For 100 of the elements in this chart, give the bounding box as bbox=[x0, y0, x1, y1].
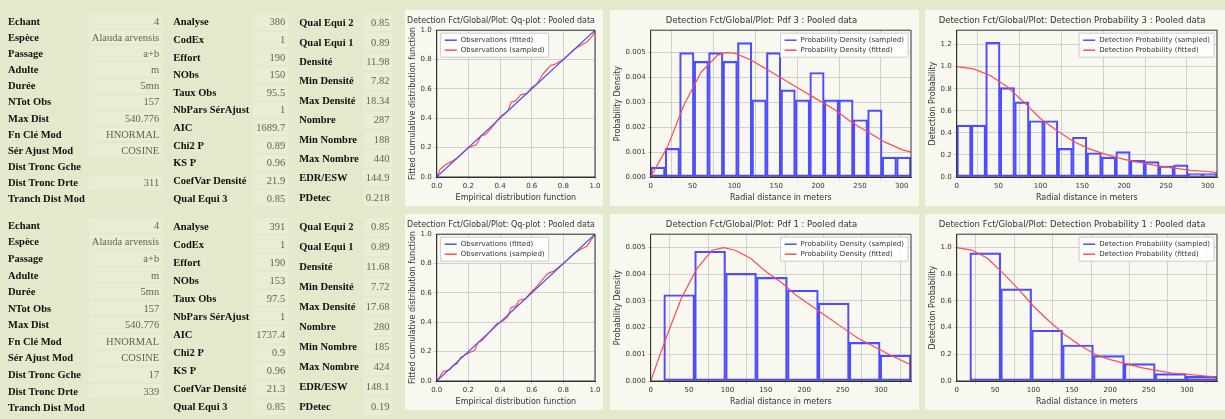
text: 17 bbox=[88, 367, 163, 382]
x-axis-title: Empirical distribution function bbox=[455, 193, 577, 203]
x-axis-title: Radial distance in meters bbox=[729, 397, 832, 407]
text: 4 bbox=[88, 218, 163, 233]
text: 144.9 bbox=[362, 169, 393, 187]
text: CodEx bbox=[172, 237, 206, 252]
text: 0.85 bbox=[253, 190, 289, 206]
text: Dist Tronc Drte bbox=[7, 176, 79, 190]
text: 1 bbox=[253, 236, 289, 253]
text: Adulte bbox=[7, 63, 40, 77]
text: Taux Obs bbox=[172, 85, 218, 100]
text: Passage bbox=[7, 46, 44, 61]
text: NTot Obs bbox=[7, 95, 53, 109]
text: Qual Equi 1 bbox=[298, 240, 355, 255]
text: Dist Tronc Gche bbox=[7, 160, 82, 174]
y-axis-title: Fitted cumulative distribution function bbox=[407, 231, 417, 385]
text: CoefVar Densité bbox=[172, 173, 248, 188]
text: 11.68 bbox=[362, 257, 393, 276]
text: 21.3 bbox=[253, 380, 289, 397]
text: Qual Equi 1 bbox=[298, 35, 355, 50]
text: 148.1 bbox=[362, 377, 393, 396]
text: 190 bbox=[253, 254, 289, 271]
x-axis-title: Radial distance in meters bbox=[1035, 397, 1138, 407]
text: COSINE bbox=[88, 350, 163, 366]
text: Qual Equi 2 bbox=[298, 220, 355, 235]
text: Qual Equi 2 bbox=[298, 16, 355, 31]
text: 7.72 bbox=[362, 277, 393, 296]
text: AIC bbox=[172, 328, 194, 342]
text: Qual Equi 3 bbox=[172, 400, 229, 415]
text: HNORMAL bbox=[88, 127, 163, 142]
text: PDetec bbox=[298, 399, 332, 414]
text: Durée bbox=[7, 79, 37, 93]
text: Espèce bbox=[7, 30, 40, 45]
text: a+b bbox=[88, 251, 163, 266]
text: Nombre bbox=[298, 319, 337, 334]
text: Densité bbox=[298, 54, 334, 69]
text: 157 bbox=[88, 94, 163, 109]
text: 11.98 bbox=[362, 52, 393, 71]
text: 0.218 bbox=[362, 188, 393, 206]
text: Min Densité bbox=[298, 74, 355, 89]
text: Effort bbox=[172, 50, 202, 65]
text: 5mn bbox=[88, 284, 163, 299]
text: Espèce bbox=[7, 235, 40, 250]
text: Dist Tronc Drte bbox=[7, 384, 79, 399]
x-axis-title: Radial distance in meters bbox=[1035, 193, 1138, 203]
text: EDR/ESW bbox=[298, 379, 349, 394]
text: Chi2 P bbox=[172, 138, 205, 153]
text: PDetec bbox=[298, 190, 332, 205]
text: Analyse bbox=[172, 219, 210, 234]
text: 1737.4 bbox=[253, 326, 289, 343]
text: 5mn bbox=[88, 78, 163, 93]
text: NTot Obs bbox=[7, 301, 53, 316]
chart-title: Detection Fct/Global/Plot: Pdf 1 : Pooled data bbox=[665, 219, 858, 230]
text: 150 bbox=[253, 66, 289, 83]
text: 280 bbox=[362, 317, 393, 336]
text: 95.5 bbox=[253, 84, 289, 101]
text: 540.776 bbox=[88, 110, 163, 126]
text: 1 bbox=[253, 31, 289, 48]
text: Qual Equi 3 bbox=[172, 191, 229, 206]
text: m bbox=[88, 267, 163, 283]
text: Min Nombre bbox=[298, 339, 358, 354]
text: 18.34 bbox=[362, 91, 393, 109]
text: Max Nombre bbox=[298, 151, 360, 166]
text: 21.9 bbox=[253, 172, 289, 189]
y-axis-title: Detection Probability bbox=[927, 61, 937, 146]
text: Fn Clé Mod bbox=[7, 334, 63, 349]
text: a+b bbox=[88, 46, 163, 61]
text: Analyse bbox=[172, 15, 210, 30]
text: 4 bbox=[88, 14, 163, 29]
text: 1 bbox=[253, 308, 289, 325]
text: Durée bbox=[7, 285, 37, 299]
text: Alauda arvensis bbox=[88, 30, 163, 45]
text: 1689.7 bbox=[253, 119, 289, 136]
text: Densité bbox=[298, 260, 334, 275]
chart-title: Detection Fct/Global/Plot: Detection Probability 3 : Pooled data bbox=[938, 15, 1206, 26]
text: Min Densité bbox=[298, 280, 355, 295]
text: HNORMAL bbox=[88, 334, 163, 349]
text: CoefVar Densité bbox=[172, 382, 248, 397]
text: 440 bbox=[362, 149, 393, 168]
text: Echant bbox=[7, 218, 42, 233]
y-axis-title: Probability Density bbox=[612, 269, 622, 346]
text: 0.85 bbox=[253, 398, 289, 415]
text: Sér Ajust Mod bbox=[7, 143, 75, 158]
text: 17.68 bbox=[362, 297, 393, 316]
text: 0.89 bbox=[362, 237, 393, 256]
text: Max Dist bbox=[7, 318, 51, 333]
x-axis-title: Radial distance in meters bbox=[729, 193, 832, 203]
text: NObs bbox=[172, 68, 200, 83]
text: 311 bbox=[88, 175, 163, 190]
y-axis-title: Fitted cumulative distribution function bbox=[407, 27, 417, 181]
y-axis-title: Probability Density bbox=[612, 65, 622, 142]
text: Taux Obs bbox=[172, 291, 218, 306]
text: AIC bbox=[172, 121, 194, 136]
chart-title: Detection Fct/Global/Plot: Qq-plot : Pooled data bbox=[407, 219, 595, 230]
text: Sér Ajust Mod bbox=[7, 351, 75, 366]
text: 0.85 bbox=[362, 14, 393, 32]
text: 0.9 bbox=[253, 344, 289, 361]
text: EDR/ESW bbox=[298, 171, 349, 186]
text: Tranch Dist Mod bbox=[7, 401, 86, 415]
text: Chi2 P bbox=[172, 346, 205, 361]
